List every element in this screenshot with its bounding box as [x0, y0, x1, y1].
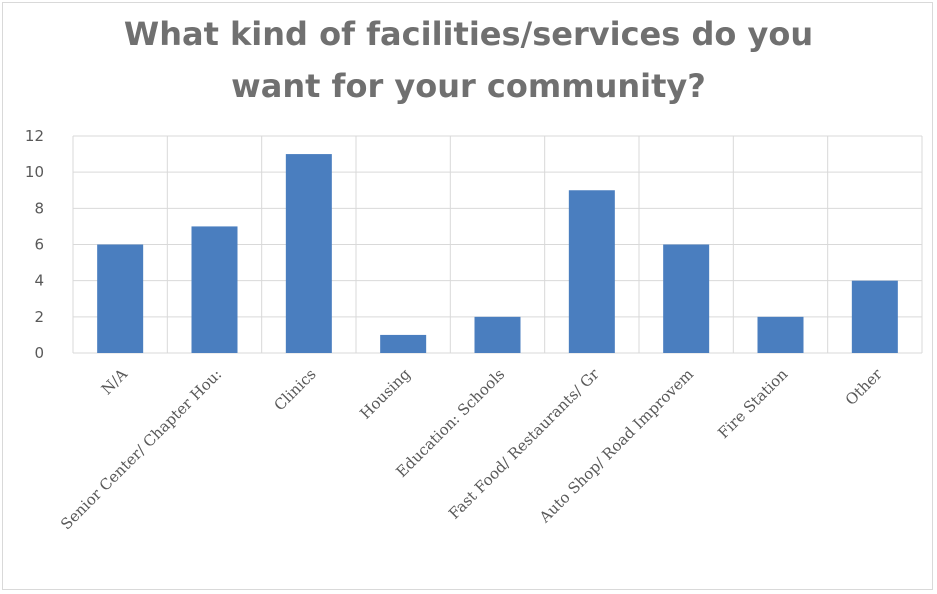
- bar: [663, 244, 710, 353]
- x-category-label: N/A: [98, 365, 131, 398]
- y-tick-label: 8: [34, 199, 44, 217]
- bar: [474, 316, 521, 353]
- bar: [380, 334, 427, 353]
- y-tick-label: 0: [34, 344, 44, 362]
- bar: [568, 190, 615, 353]
- bar: [285, 154, 332, 353]
- y-tick-label: 12: [25, 127, 44, 145]
- y-tick-label: 2: [34, 308, 44, 326]
- bar: [851, 280, 898, 353]
- bars: [97, 154, 898, 353]
- y-tick-label: 6: [34, 236, 44, 254]
- x-category-label: Clinics: [270, 365, 319, 414]
- x-category-label: Housing: [356, 365, 414, 423]
- x-category-label: Other: [842, 365, 886, 409]
- bar: [757, 316, 804, 353]
- bar: [191, 226, 238, 353]
- y-tick-label: 10: [25, 163, 44, 181]
- chart-title: What kind of facilities/services do you …: [0, 8, 937, 112]
- chart-title-line-2: want for your community?: [231, 67, 706, 105]
- y-tick-label: 4: [34, 272, 44, 290]
- x-category-label: Fire Station: [714, 365, 791, 442]
- chart-title-line-1: What kind of facilities/services do you: [123, 15, 814, 53]
- x-category-label: Senior Center/ Chapter Hou:: [57, 365, 225, 533]
- x-category-label: Auto Shop/ Road Improvem: [535, 365, 697, 527]
- bar: [97, 244, 144, 353]
- x-category-label: Fast Food/ Restaurants/ Gr: [445, 365, 603, 523]
- y-axis-ticks: 0 2 4 6 8 10 12: [25, 127, 44, 362]
